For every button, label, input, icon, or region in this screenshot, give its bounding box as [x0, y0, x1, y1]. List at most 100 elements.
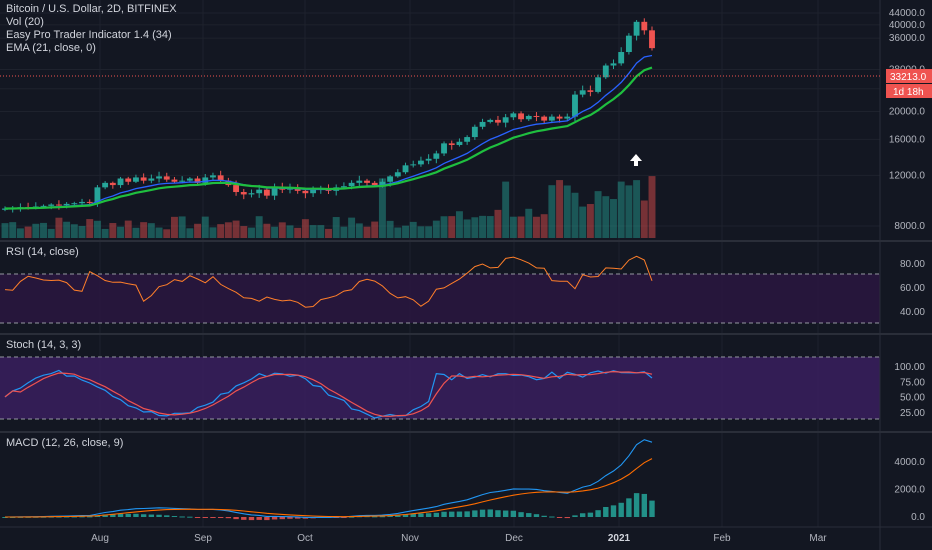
indicator-legend[interactable]: Easy Pro Trader Indicator 1.4 (34): [6, 29, 172, 41]
macd-histogram-bar: [241, 517, 247, 520]
candle-body: [248, 193, 255, 195]
volume-bar: [55, 217, 63, 238]
volume-bar: [355, 223, 363, 238]
volume-bar: [147, 223, 155, 238]
volume-bar: [217, 224, 225, 238]
macd-histogram-bar: [649, 500, 655, 517]
symbol-title[interactable]: Bitcoin / U.S. Dollar, 2D, BITFINEX: [6, 3, 177, 15]
volume-bar: [448, 216, 456, 238]
candle-body: [94, 187, 101, 203]
candle-body: [79, 201, 85, 204]
ema-legend[interactable]: EMA (21, close, 0): [6, 42, 96, 54]
candle-body: [595, 77, 602, 92]
candle-body: [425, 158, 432, 161]
volume-bar: [471, 217, 479, 238]
volume-bar: [556, 180, 564, 238]
volume-bar: [117, 226, 125, 238]
price-axis-label: 4000.0: [894, 457, 925, 468]
candle-body: [564, 116, 571, 119]
rsi-line: [4, 255, 653, 308]
candle-body: [525, 115, 532, 120]
volume-bar: [178, 216, 186, 238]
volume-bar: [93, 220, 101, 238]
candle-body: [179, 180, 186, 182]
candle-body: [186, 178, 193, 181]
price-axis-label: 50.00: [900, 393, 925, 404]
volume-bar: [1, 223, 9, 238]
volume-bar: [394, 227, 402, 238]
macd-histogram-bar: [87, 516, 93, 518]
macd-histogram-bar: [256, 517, 262, 520]
candle-body: [548, 116, 555, 121]
candle-body: [102, 182, 109, 188]
candle-body: [456, 141, 463, 145]
volume-bar: [602, 196, 610, 238]
candle-body: [348, 182, 355, 187]
volume-bar: [271, 226, 279, 238]
stoch-legend[interactable]: Stoch (14, 3, 3): [6, 339, 82, 351]
macd-histogram-bar: [125, 513, 131, 517]
macd-histogram-bar: [541, 515, 547, 517]
volume-bar: [155, 227, 163, 238]
time-axis-label: Feb: [713, 533, 731, 544]
time-axis-label: Sep: [194, 533, 212, 544]
volume-bar: [610, 199, 617, 238]
macd-histogram-bar: [579, 513, 586, 517]
volume-bar: [486, 216, 494, 238]
macd-histogram-bar: [641, 493, 647, 517]
macd-histogram-bar: [140, 514, 147, 517]
ema-green-line: [5, 66, 653, 210]
volume-bar: [317, 225, 325, 238]
volume-bar: [517, 216, 525, 238]
macd-legend[interactable]: MACD (12, 26, close, 9): [6, 437, 124, 449]
macd-histogram-bar: [556, 517, 563, 518]
candle-body: [156, 176, 162, 179]
volume-bar: [163, 229, 171, 238]
volume-bar: [40, 222, 47, 238]
volume-bar: [432, 220, 440, 238]
macd-histogram-bar: [271, 517, 278, 520]
macd-histogram-bar: [379, 516, 386, 518]
candle-body: [194, 178, 201, 183]
macd-histogram-bar: [464, 511, 470, 517]
buy-arrow-icon: [630, 154, 642, 166]
rsi-legend[interactable]: RSI (14, close): [6, 246, 79, 258]
macd-histogram-bar: [549, 516, 555, 518]
candle-body: [271, 187, 278, 196]
volume-bar: [409, 221, 417, 238]
macd-histogram-bar: [164, 515, 170, 517]
price-axis-label: 36000.0: [889, 33, 926, 44]
volume-bar: [255, 216, 263, 238]
candle-body: [217, 175, 224, 181]
volume-bar: [509, 216, 517, 238]
volume-bar: [47, 228, 55, 238]
candle-body: [356, 180, 363, 183]
time-axis-label: Mar: [809, 533, 827, 544]
candle-body: [302, 190, 309, 194]
macd-histogram-bar: [225, 517, 232, 519]
macd-histogram-bar: [456, 511, 463, 517]
candle-body: [263, 189, 270, 196]
volume-bar: [571, 192, 579, 238]
volume-bar: [532, 216, 540, 238]
volume-bar: [294, 227, 302, 238]
candle-body: [394, 172, 401, 177]
candle-body: [410, 164, 417, 166]
candle-body: [233, 185, 239, 193]
volume-bar: [633, 180, 641, 238]
volume-bars: [1, 176, 656, 238]
volume-bar: [309, 225, 317, 238]
time-axis-label: Oct: [297, 533, 313, 544]
macd-histogram-bar: [148, 514, 155, 517]
time-axis[interactable]: Aug Sep Oct Nov Dec 2021 Feb Mar: [91, 533, 827, 544]
volume-bar: [494, 209, 502, 238]
candle-body: [171, 179, 178, 182]
volume-bar: [348, 217, 356, 238]
volume-bar: [640, 200, 648, 238]
macd-histogram-bar: [194, 517, 201, 518]
macd-histogram-bar: [133, 513, 139, 517]
volume-bar: [617, 181, 625, 238]
vol-legend[interactable]: Vol (20): [6, 16, 44, 28]
